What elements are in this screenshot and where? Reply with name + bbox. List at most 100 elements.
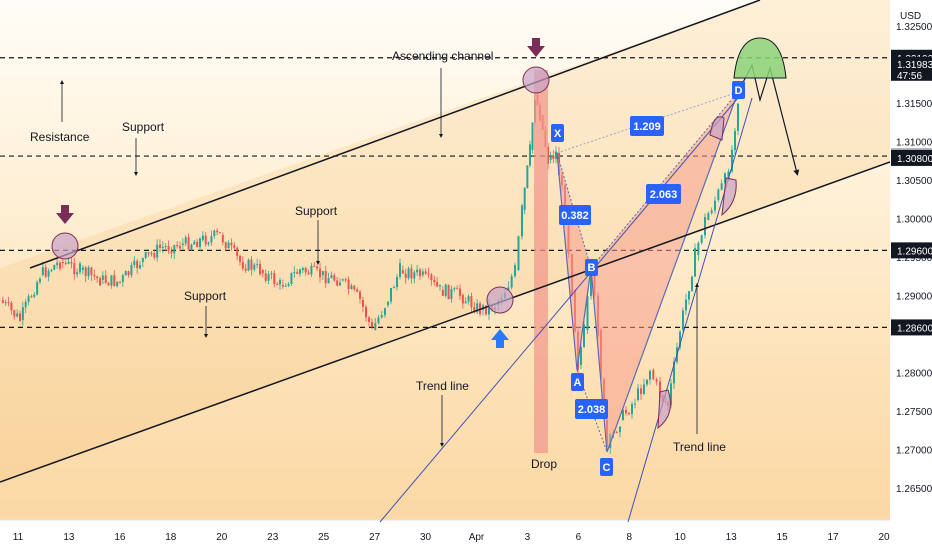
label-support-1: Support bbox=[122, 120, 165, 134]
channel-upper-line[interactable] bbox=[29, 0, 761, 269]
candle-body bbox=[724, 173, 726, 184]
candle-body bbox=[704, 217, 706, 236]
candle-body bbox=[384, 308, 386, 316]
touch-arc-d1 bbox=[709, 116, 725, 141]
time-tick-label: 20 bbox=[216, 532, 228, 543]
candle-body bbox=[296, 272, 299, 274]
candle-body bbox=[344, 279, 347, 281]
time-axis-panel bbox=[0, 520, 932, 550]
candle-body bbox=[444, 284, 447, 296]
candle-body bbox=[371, 322, 373, 327]
candle-body bbox=[276, 284, 279, 286]
channel-lower-line[interactable] bbox=[0, 161, 891, 483]
price-tag-bg bbox=[891, 242, 932, 259]
candle-body bbox=[590, 265, 592, 296]
candle-body bbox=[413, 272, 416, 279]
price-tick-label: 1.30500 bbox=[896, 176, 932, 187]
candle-body bbox=[368, 317, 370, 323]
candle-body bbox=[241, 262, 244, 269]
candle-body bbox=[526, 165, 529, 188]
candle-body bbox=[207, 242, 210, 245]
candle-body bbox=[430, 274, 433, 281]
candle-body bbox=[523, 187, 526, 210]
candle-body bbox=[316, 266, 319, 269]
candle-body bbox=[374, 323, 377, 330]
touch-arc-c bbox=[657, 389, 671, 430]
candle-body bbox=[631, 404, 633, 414]
point-tag-b: B bbox=[585, 259, 598, 276]
candle-body bbox=[190, 244, 193, 250]
candle-body bbox=[347, 279, 350, 290]
time-tick-label: 20 bbox=[878, 532, 890, 543]
ascending-channel-fill bbox=[0, 0, 890, 482]
candle-body bbox=[359, 291, 361, 299]
candle-body bbox=[176, 245, 179, 247]
touch-circle-bottom bbox=[486, 286, 514, 314]
candle-body bbox=[555, 151, 557, 159]
leg-ac bbox=[576, 369, 608, 453]
time-tick-label: 11 bbox=[13, 532, 24, 543]
candle-body bbox=[184, 237, 187, 244]
trend-line-left[interactable] bbox=[379, 91, 744, 523]
candle-body bbox=[19, 313, 21, 321]
candle-body bbox=[39, 278, 41, 283]
candle-body bbox=[144, 252, 147, 259]
time-tick-label: 13 bbox=[63, 532, 75, 543]
candle-body bbox=[244, 268, 247, 271]
drop-bar bbox=[534, 70, 548, 453]
candle-body bbox=[119, 281, 121, 283]
svg-text:A: A bbox=[574, 377, 582, 389]
time-axis-ticks: 11 13 16 18 20 23 25 27 30 Apr 3 6 8 10 13 15 17 20 bbox=[13, 532, 890, 543]
candle-body bbox=[250, 259, 253, 270]
candle-body bbox=[230, 242, 233, 246]
candle-body bbox=[64, 263, 67, 265]
price-axis-ticks: 1.32500 1.31500 1.31000 1.30500 1.30000 1.295… bbox=[896, 22, 932, 495]
candle-body bbox=[507, 287, 510, 290]
candle-body bbox=[365, 306, 367, 318]
candle-body bbox=[84, 267, 87, 277]
candle-body bbox=[393, 287, 395, 289]
candle-body bbox=[50, 269, 53, 271]
candle-body bbox=[473, 307, 476, 313]
up-arrow-icon bbox=[491, 329, 509, 348]
candle-body bbox=[159, 244, 161, 248]
candle-body bbox=[655, 379, 658, 382]
candle-body bbox=[267, 274, 270, 281]
candle-body bbox=[459, 288, 461, 296]
candle-body bbox=[56, 262, 59, 266]
price-tick-label: 1.27000 bbox=[896, 446, 932, 457]
candle-body bbox=[640, 388, 642, 395]
candle-body bbox=[16, 313, 19, 317]
candle-body bbox=[433, 280, 436, 283]
candle-body bbox=[304, 268, 307, 273]
candle-body bbox=[737, 103, 739, 131]
candle-body bbox=[447, 284, 450, 300]
svg-text:0.382: 0.382 bbox=[561, 210, 589, 222]
candle-body bbox=[731, 149, 733, 172]
candle-body bbox=[116, 281, 119, 287]
candle-body bbox=[339, 282, 341, 286]
price-axis-panel bbox=[890, 0, 932, 550]
candle-body bbox=[133, 260, 136, 266]
candle-body bbox=[153, 253, 156, 258]
candle-body bbox=[634, 403, 636, 405]
candle-body bbox=[27, 296, 30, 302]
price-tag-bg bbox=[891, 319, 932, 336]
candle-body bbox=[580, 347, 582, 365]
pattern-triangle-bcd bbox=[591, 92, 738, 452]
price-tick-label: 1.30000 bbox=[896, 215, 932, 226]
candle-body bbox=[688, 291, 690, 300]
time-tick-label: 30 bbox=[420, 532, 432, 543]
candle-body bbox=[44, 267, 47, 277]
candle-body bbox=[549, 155, 552, 160]
candle-body bbox=[61, 262, 64, 264]
candle-body bbox=[81, 267, 84, 270]
candle-body bbox=[649, 371, 651, 380]
candle-body bbox=[646, 379, 648, 385]
candle-body bbox=[99, 278, 101, 286]
trend-line-right[interactable] bbox=[627, 97, 753, 523]
label-drop: Drop bbox=[531, 457, 557, 471]
price-tag-label: 1.29600 bbox=[897, 246, 932, 257]
time-tick-label: 6 bbox=[576, 532, 582, 543]
